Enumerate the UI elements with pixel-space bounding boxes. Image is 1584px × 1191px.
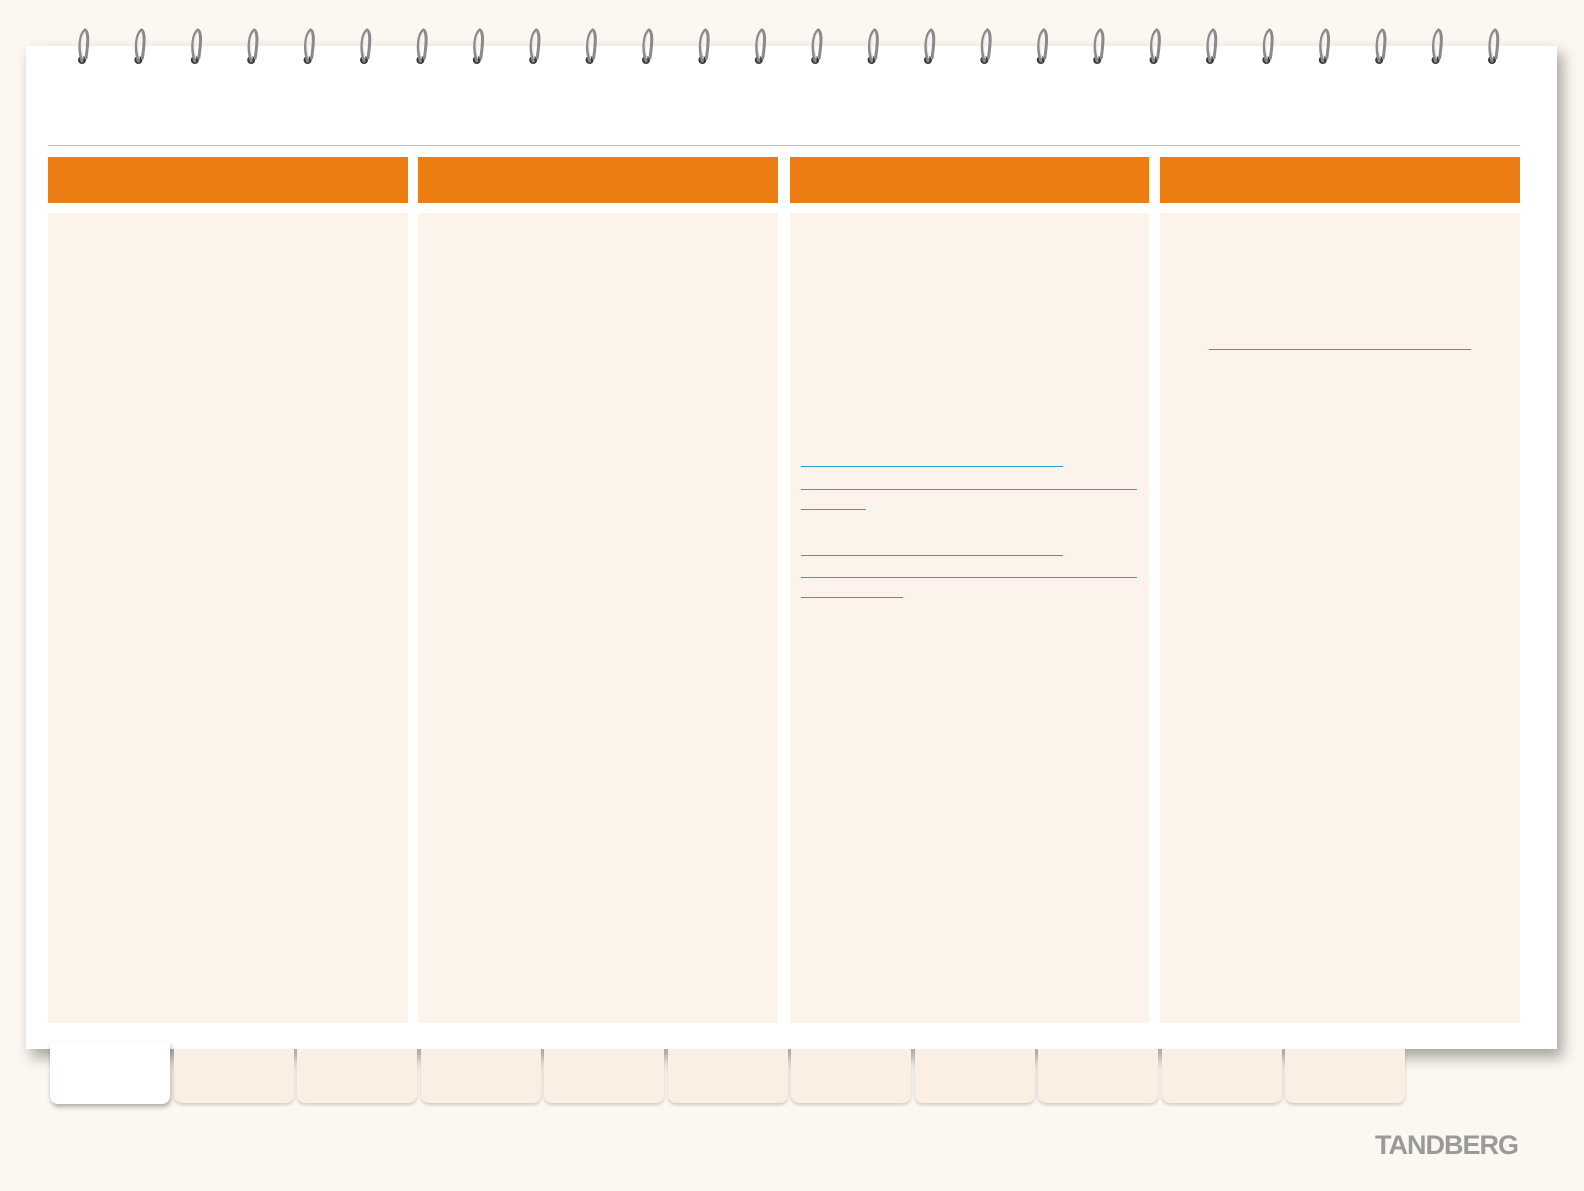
tab-label [1285, 1049, 1405, 1067]
column-4-body [1160, 213, 1520, 1023]
column-3-header [790, 157, 1149, 203]
tab-label [1038, 1049, 1158, 1067]
hyperlink-underline[interactable] [801, 577, 1137, 578]
hyperlink-underline[interactable] [1209, 349, 1471, 350]
tab-label [791, 1049, 911, 1067]
tab-7[interactable] [791, 1049, 911, 1103]
tab-9[interactable] [1038, 1049, 1158, 1103]
tandberg-logo: TANDBERG [1375, 1130, 1519, 1160]
column-1-body [48, 213, 408, 1023]
tab-2[interactable] [174, 1049, 294, 1103]
tab-label [50, 1042, 170, 1060]
tab-label [915, 1049, 1035, 1067]
tab-11[interactable] [1285, 1049, 1405, 1103]
tab-label [544, 1049, 664, 1067]
tab-10[interactable] [1162, 1049, 1282, 1103]
hyperlink-underline[interactable] [801, 489, 1137, 490]
column-2-body [418, 213, 778, 1023]
column-2-header [418, 157, 778, 203]
tab-label [1162, 1049, 1282, 1067]
tab-label [297, 1049, 417, 1067]
tab-4[interactable] [421, 1049, 541, 1103]
column-1-header [48, 157, 408, 203]
tab-6[interactable] [668, 1049, 788, 1103]
hyperlink-underline[interactable] [801, 509, 866, 510]
hyperlink-underline[interactable] [801, 597, 903, 598]
hyperlink-underline[interactable] [801, 466, 1063, 467]
tab-1[interactable] [50, 1042, 170, 1104]
hyperlink-underline[interactable] [801, 555, 1063, 556]
tab-3[interactable] [297, 1049, 417, 1103]
column-4-header [1160, 157, 1520, 203]
tab-5[interactable] [544, 1049, 664, 1103]
notebook-page [26, 46, 1557, 1049]
tab-8[interactable] [915, 1049, 1035, 1103]
tab-label [668, 1049, 788, 1067]
tab-label [174, 1049, 294, 1067]
column-3-body [790, 213, 1149, 1023]
tab-label [421, 1049, 541, 1067]
header-rule [48, 145, 1520, 146]
